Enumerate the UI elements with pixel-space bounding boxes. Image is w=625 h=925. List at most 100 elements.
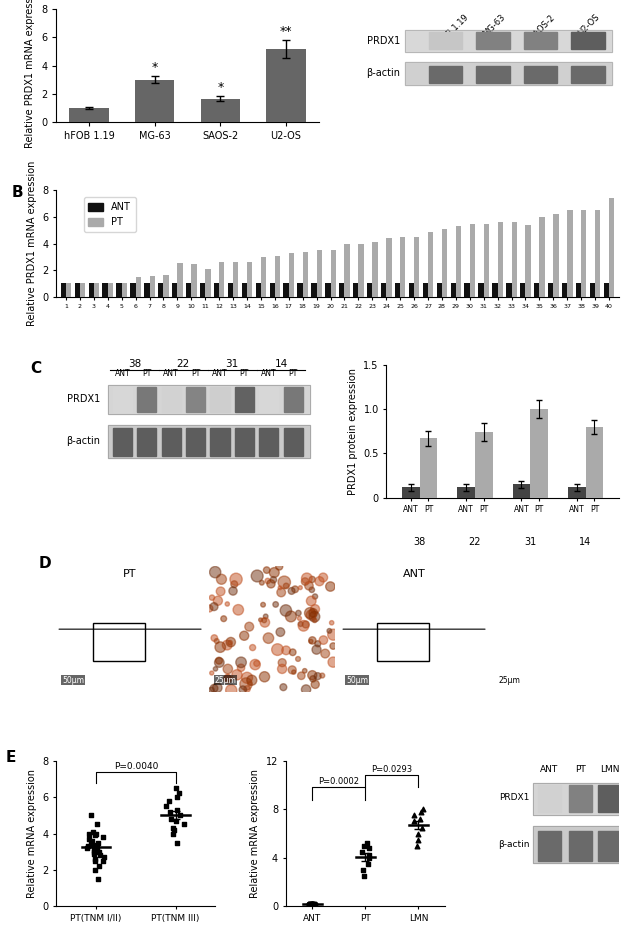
Point — [307, 897, 317, 912]
Point — [92, 835, 103, 850]
Bar — [429, 66, 462, 83]
Circle shape — [298, 621, 309, 631]
Text: β-actin: β-actin — [498, 840, 530, 849]
Text: PT: PT — [575, 765, 586, 774]
Bar — [205, 268, 211, 297]
Circle shape — [250, 660, 261, 670]
Bar — [61, 283, 66, 297]
Bar — [149, 276, 155, 297]
Text: PT: PT — [289, 369, 298, 378]
Point — [357, 845, 367, 859]
Circle shape — [210, 671, 214, 675]
Bar — [533, 826, 625, 863]
Circle shape — [239, 685, 246, 694]
Text: ANT: ANT — [402, 569, 426, 579]
Circle shape — [289, 649, 296, 656]
Point — [87, 833, 97, 848]
Point — [362, 857, 372, 871]
Bar — [498, 222, 503, 297]
Bar — [233, 262, 238, 297]
Point — [86, 835, 96, 850]
Point — [93, 871, 103, 886]
Bar — [66, 283, 71, 297]
Bar — [409, 283, 414, 297]
Text: LMN: LMN — [599, 765, 619, 774]
Circle shape — [311, 605, 319, 613]
Bar — [137, 387, 156, 413]
Bar — [102, 283, 107, 297]
Bar — [428, 231, 433, 297]
Point — [171, 781, 181, 796]
Bar — [116, 283, 122, 297]
Circle shape — [312, 645, 321, 654]
Point — [89, 824, 99, 839]
Point — [309, 897, 319, 912]
Bar — [568, 487, 586, 498]
Point — [94, 845, 104, 859]
Point — [358, 863, 368, 878]
Text: 14: 14 — [274, 359, 288, 369]
Legend: ANT, PT: ANT, PT — [84, 197, 136, 232]
Circle shape — [298, 672, 305, 680]
Bar — [569, 831, 592, 860]
Circle shape — [210, 603, 218, 610]
Bar — [381, 283, 386, 297]
Point — [98, 854, 108, 869]
Circle shape — [328, 657, 338, 667]
Circle shape — [320, 673, 325, 678]
Bar — [131, 283, 136, 297]
Circle shape — [302, 669, 307, 673]
Bar — [422, 283, 428, 297]
Circle shape — [283, 583, 289, 589]
Bar — [419, 438, 437, 498]
Point — [88, 837, 98, 852]
Text: D: D — [39, 556, 51, 571]
Circle shape — [310, 676, 316, 682]
Bar — [581, 210, 586, 297]
Bar — [235, 428, 254, 456]
Bar — [235, 387, 254, 413]
Circle shape — [240, 678, 252, 690]
Bar — [186, 428, 205, 456]
Point — [171, 813, 181, 828]
Bar — [69, 108, 109, 122]
Text: ANT: ANT — [212, 369, 228, 378]
Bar — [242, 283, 247, 297]
Bar — [269, 283, 275, 297]
Bar — [107, 425, 311, 458]
Point — [89, 843, 99, 857]
Bar — [492, 283, 498, 297]
Circle shape — [209, 595, 214, 600]
Bar — [402, 487, 419, 498]
Bar — [135, 80, 174, 122]
Bar — [200, 283, 205, 297]
Point — [412, 826, 422, 841]
Bar — [506, 283, 511, 297]
Text: PT: PT — [142, 369, 151, 378]
Point — [90, 852, 100, 867]
Bar — [144, 283, 149, 297]
Text: β-actin: β-actin — [66, 437, 100, 446]
Circle shape — [223, 664, 232, 673]
Bar — [562, 283, 568, 297]
Circle shape — [236, 657, 246, 668]
Circle shape — [301, 578, 309, 586]
Circle shape — [276, 628, 285, 636]
Text: P=0.0293: P=0.0293 — [371, 765, 413, 774]
Y-axis label: PRDX1 protein expression: PRDX1 protein expression — [348, 368, 358, 495]
Point — [99, 850, 109, 865]
Circle shape — [262, 618, 267, 623]
Bar — [538, 785, 561, 812]
Point — [98, 830, 108, 845]
Bar — [526, 225, 531, 297]
Bar — [93, 623, 145, 660]
Bar — [553, 215, 559, 297]
Circle shape — [309, 636, 316, 644]
Text: SAOS-2: SAOS-2 — [529, 13, 557, 41]
Point — [82, 841, 92, 856]
Circle shape — [259, 672, 269, 682]
Circle shape — [265, 578, 271, 584]
Point — [174, 808, 184, 822]
Point — [94, 859, 104, 874]
Bar — [164, 276, 169, 297]
